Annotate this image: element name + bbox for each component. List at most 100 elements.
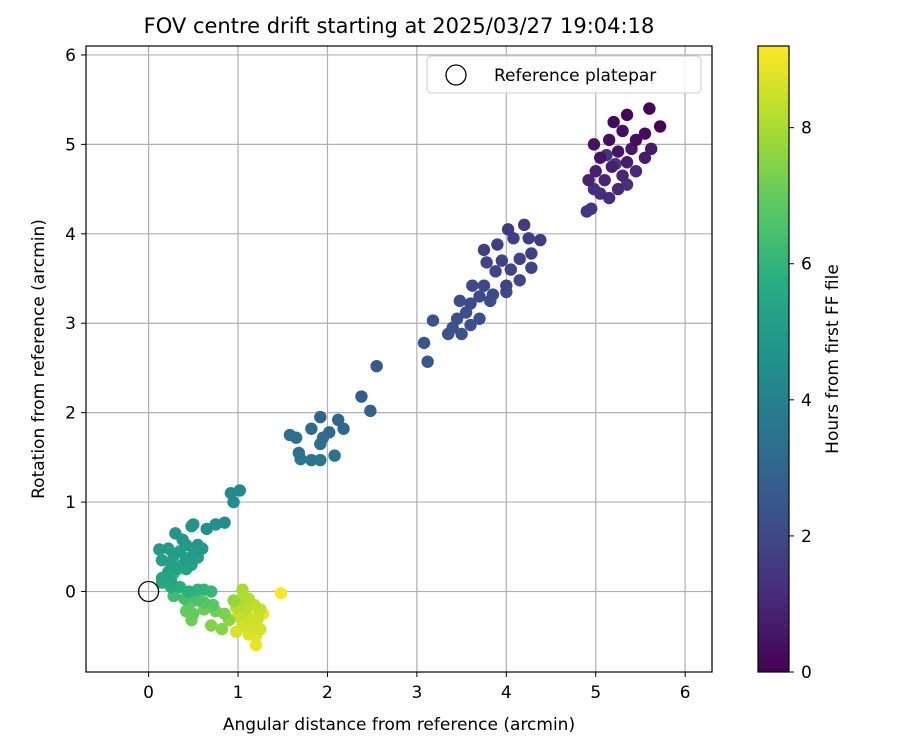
data-point — [500, 279, 513, 292]
data-point — [305, 422, 318, 435]
y-tick-label: 2 — [65, 404, 76, 424]
data-point — [589, 165, 602, 178]
data-point — [477, 243, 491, 257]
colorbar-tick-label: 0 — [801, 663, 812, 683]
reference-point-marker — [137, 580, 160, 603]
y-axis-label: Rotation from reference (arcmin) — [29, 219, 49, 499]
y-tick-label: 5 — [65, 135, 76, 155]
data-point — [629, 133, 643, 147]
data-point — [486, 288, 500, 301]
data-point — [337, 422, 350, 435]
data-point — [236, 583, 249, 596]
y-tick-label: 6 — [65, 46, 76, 66]
data-point — [643, 102, 656, 115]
data-point — [187, 518, 200, 531]
data-point — [417, 336, 431, 350]
y-tick-label: 0 — [65, 583, 76, 603]
legend-entry-reference: Reference platepar — [494, 66, 656, 86]
colorbar-ticks: 0 2 4 6 8 — [789, 119, 812, 683]
data-point — [162, 542, 175, 555]
plot-frame — [85, 45, 713, 673]
data-point — [314, 410, 327, 424]
data-point — [370, 359, 383, 373]
data-point — [582, 173, 595, 187]
data-point — [473, 290, 486, 303]
x-tick-label: 3 — [411, 683, 422, 703]
data-point — [466, 279, 479, 292]
data-point — [453, 294, 467, 308]
data-point — [495, 254, 509, 267]
x-tick-label: 6 — [680, 683, 691, 703]
data-point — [620, 108, 634, 122]
data-point — [355, 390, 368, 403]
data-point — [155, 554, 169, 567]
data-point — [215, 622, 229, 636]
data-point — [464, 318, 477, 332]
colorbar-tick-label: 6 — [801, 255, 812, 275]
x-axis-ticks: 0 1 2 3 4 5 6 — [143, 672, 691, 703]
data-point — [620, 156, 634, 169]
x-axis-label: Angular distance from reference (arcmin) — [223, 715, 575, 735]
x-tick-label: 0 — [143, 683, 154, 703]
data-point — [283, 428, 297, 442]
reference-marker — [137, 580, 160, 603]
legend-reference-marker — [445, 64, 467, 86]
data-point — [477, 279, 491, 292]
data-point — [602, 133, 616, 147]
data-point — [331, 413, 345, 427]
y-axis-ticks: 0 1 2 3 4 5 6 — [65, 46, 86, 603]
data-point — [426, 314, 440, 327]
x-tick-label: 4 — [501, 683, 512, 703]
data-point — [450, 312, 464, 325]
data-point — [605, 160, 619, 173]
data-point — [607, 115, 620, 129]
data-point — [616, 124, 629, 138]
data-point — [525, 247, 538, 260]
data-point — [644, 142, 658, 156]
colorbar-frame — [757, 45, 790, 673]
data-point — [638, 127, 652, 140]
data-point — [534, 233, 547, 247]
data-point — [501, 223, 515, 236]
y-tick-label: 1 — [65, 493, 76, 513]
data-point — [205, 619, 218, 632]
data-point — [611, 145, 625, 158]
data-point — [153, 543, 166, 556]
data-point — [173, 580, 187, 594]
data-point — [218, 516, 231, 529]
data-point — [473, 312, 486, 325]
data-point — [638, 151, 652, 164]
grid-lines — [86, 46, 712, 672]
data-point — [233, 484, 247, 497]
colorbar-tick-label: 4 — [801, 391, 812, 411]
colorbar-gradient — [758, 46, 789, 672]
data-point — [191, 538, 204, 552]
data-points — [153, 102, 667, 652]
data-point — [598, 173, 611, 187]
data-point — [314, 453, 327, 467]
legend-box — [426, 55, 702, 94]
data-point — [594, 187, 607, 200]
data-point — [364, 404, 377, 418]
data-point — [305, 453, 318, 467]
data-point — [513, 274, 526, 287]
data-point — [653, 120, 667, 133]
data-point — [464, 297, 477, 310]
data-point — [328, 449, 341, 462]
data-point — [525, 261, 538, 274]
data-point — [611, 182, 625, 196]
data-point — [513, 252, 526, 266]
y-tick-label: 3 — [65, 314, 76, 334]
x-tick-label: 1 — [233, 683, 244, 703]
data-point — [274, 587, 288, 600]
data-point — [292, 446, 306, 460]
data-point — [455, 327, 468, 341]
data-point — [421, 355, 434, 368]
colorbar: 0 2 4 6 8 Hours from first FF file — [757, 45, 843, 683]
colorbar-label: Hours from first FF file — [823, 264, 843, 454]
colorbar-tick-label: 8 — [801, 119, 812, 139]
data-point — [629, 165, 643, 178]
x-tick-label: 2 — [322, 683, 333, 703]
